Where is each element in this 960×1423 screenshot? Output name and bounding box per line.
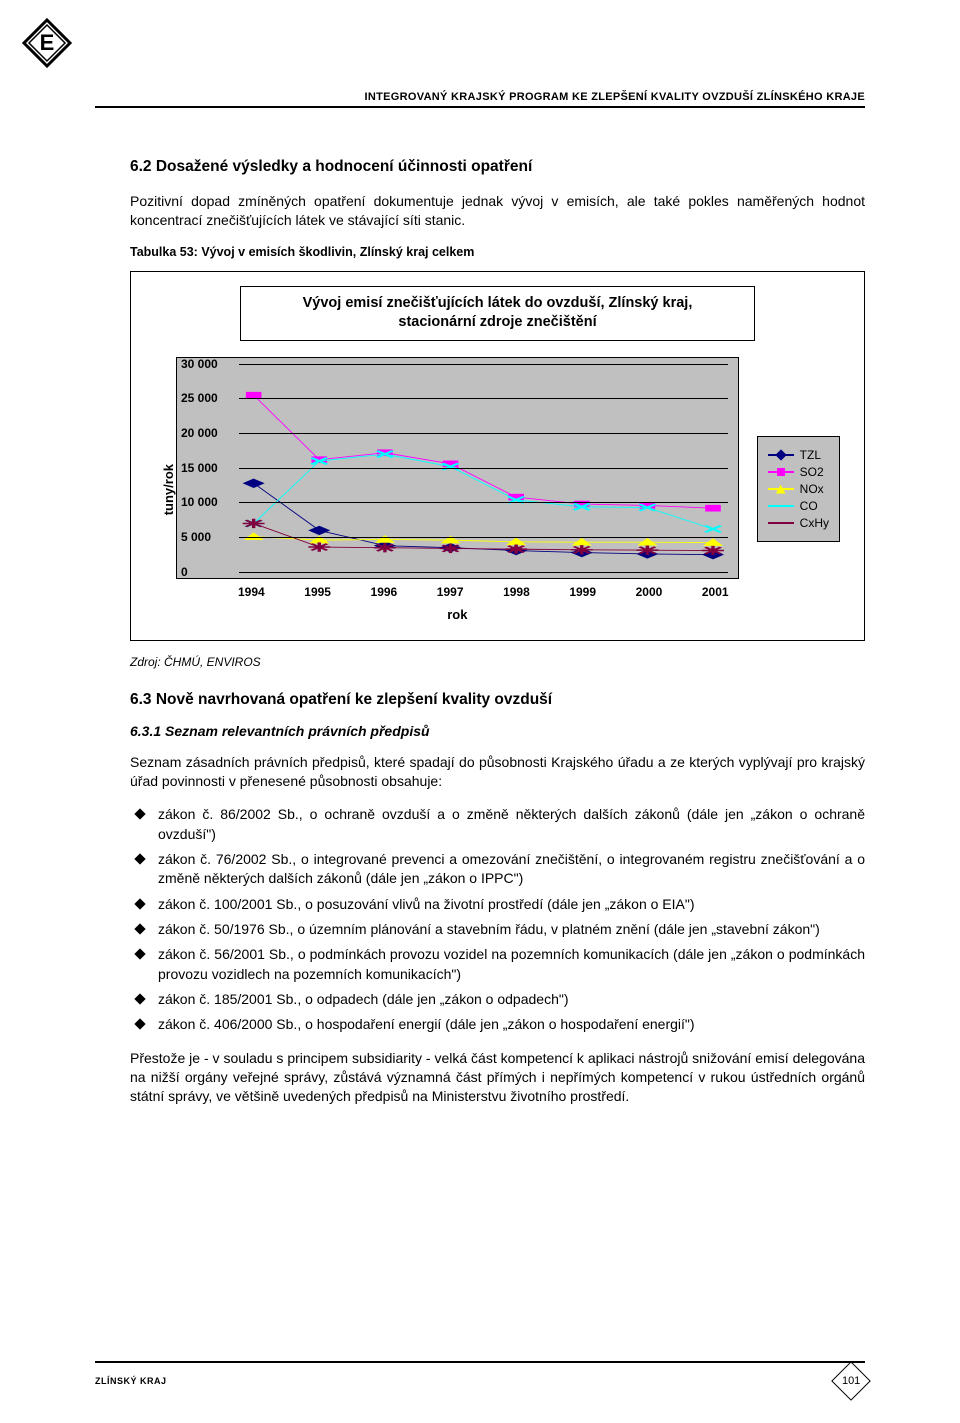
footer-region-label: ZLÍNSKÝ KRAJ xyxy=(95,1376,167,1386)
chart-y-label: tuny/rok xyxy=(155,464,176,515)
law-list-item: zákon č. 56/2001 Sb., o podmínkách provo… xyxy=(130,945,865,984)
logo-icon: E xyxy=(22,18,72,68)
chart-xtick: 1994 xyxy=(238,585,265,599)
chart-xtick: 1999 xyxy=(569,585,596,599)
chart-ytick: 25 000 xyxy=(181,391,218,405)
legend-item: TZL xyxy=(768,448,829,462)
law-list-item: zákon č. 86/2002 Sb., o ochraně ovzduší … xyxy=(130,805,865,844)
chart-xtick: 1998 xyxy=(503,585,530,599)
legend-label: TZL xyxy=(800,448,821,462)
legend-swatch xyxy=(768,454,794,456)
law-list: zákon č. 86/2002 Sb., o ochraně ovzduší … xyxy=(130,805,865,1034)
chart-ytick: 15 000 xyxy=(181,461,218,475)
chart-container: Vývoj emisí znečišťujících látek do ovzd… xyxy=(130,271,865,641)
legend-item: CxHy xyxy=(768,516,829,530)
legend-item: SO2 xyxy=(768,465,829,479)
chart-title: Vývoj emisí znečišťujících látek do ovzd… xyxy=(240,286,755,341)
chart-gridline xyxy=(239,468,728,469)
header-rule: INTEGROVANÝ KRAJSKÝ PROGRAM KE ZLEPŠENÍ … xyxy=(95,105,865,108)
legend-label: NOx xyxy=(800,482,824,496)
law-list-item: zákon č. 406/2000 Sb., o hospodaření ene… xyxy=(130,1015,865,1034)
section-6-2-paragraph: Pozitivní dopad zmíněných opatření dokum… xyxy=(130,192,865,231)
chart-ytick: 20 000 xyxy=(181,426,218,440)
section-6-3-heading: 6.3 Nově navrhovaná opatření ke zlepšení… xyxy=(130,691,865,709)
chart-source: Zdroj: ČHMÚ, ENVIROS xyxy=(130,655,865,669)
legend-label: CO xyxy=(800,499,818,513)
legend-swatch xyxy=(768,505,794,507)
chart-gridline xyxy=(239,502,728,503)
legend-label: CxHy xyxy=(800,516,829,530)
chart-x-axis: 1994 1995 1996 1997 1998 1999 2000 2001 xyxy=(176,585,739,599)
law-list-item: zákon č. 76/2002 Sb., o integrované prev… xyxy=(130,850,865,889)
chart-gridline xyxy=(239,364,728,365)
section-6-3-closing: Přestože je - v souladu s principem subs… xyxy=(130,1049,865,1107)
section-6-3-1-heading: 6.3.1 Seznam relevantních právních předp… xyxy=(130,723,865,739)
chart-gridline xyxy=(239,433,728,434)
section-6-3-intro: Seznam zásadních právních předpisů, kter… xyxy=(130,753,865,792)
page-footer: ZLÍNSKÝ KRAJ 101 xyxy=(95,1361,865,1395)
legend-swatch xyxy=(768,471,794,473)
chart-xtick: 2000 xyxy=(636,585,663,599)
chart-title-line2: stacionární zdroje znečištění xyxy=(398,314,596,330)
law-list-item: zákon č. 185/2001 Sb., o odpadech (dále … xyxy=(130,990,865,1009)
table-53-caption: Tabulka 53: Vývoj v emisích škodlivin, Z… xyxy=(130,245,865,259)
section-6-2-heading: 6.2 Dosažené výsledky a hodnocení účinno… xyxy=(130,158,865,176)
chart-gridline xyxy=(239,537,728,538)
chart-ytick: 5 000 xyxy=(181,530,211,544)
chart-xtick: 1996 xyxy=(371,585,398,599)
chart-xtick: 1997 xyxy=(437,585,464,599)
legend-swatch xyxy=(768,488,794,490)
chart-title-line1: Vývoj emisí znečišťujících látek do ovzd… xyxy=(303,295,693,311)
page-number: 101 xyxy=(831,1361,871,1401)
law-list-item: zákon č. 50/1976 Sb., o územním plánován… xyxy=(130,920,865,939)
header-program-label: INTEGROVANÝ KRAJSKÝ PROGRAM KE ZLEPŠENÍ … xyxy=(365,91,865,103)
svg-text:E: E xyxy=(40,30,55,55)
chart-gridline xyxy=(239,572,728,573)
chart-xtick: 2001 xyxy=(702,585,729,599)
chart-ytick: 30 000 xyxy=(181,357,218,371)
chart-xtick: 1995 xyxy=(304,585,331,599)
legend-label: SO2 xyxy=(800,465,824,479)
chart-plot: 0 5 000 10 000 15 000 20 000 25 000 30 000 xyxy=(176,357,739,579)
law-list-item: zákon č. 100/2001 Sb., o posuzování vliv… xyxy=(130,895,865,914)
chart-ytick: 0 xyxy=(181,565,188,579)
legend-swatch xyxy=(768,522,794,524)
chart-x-label: rok xyxy=(176,607,739,622)
chart-gridline xyxy=(239,398,728,399)
chart-legend: TZL SO2 NOx CO CxHy xyxy=(757,436,840,542)
legend-item: NOx xyxy=(768,482,829,496)
legend-item: CO xyxy=(768,499,829,513)
chart-ytick: 10 000 xyxy=(181,495,218,509)
